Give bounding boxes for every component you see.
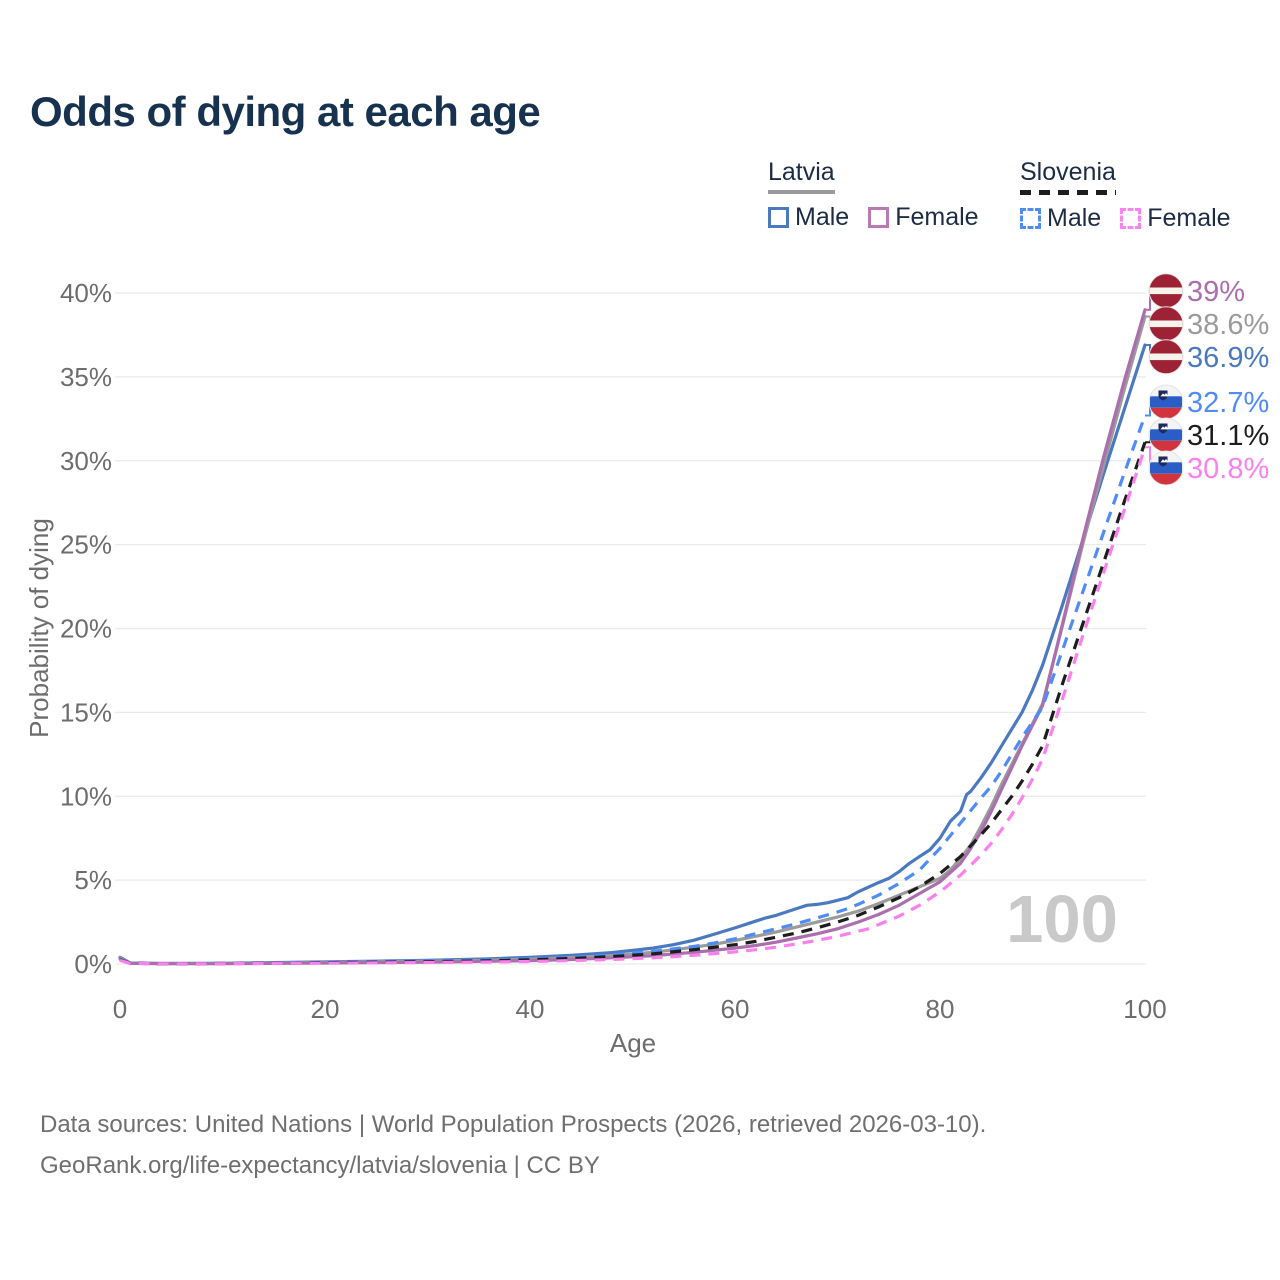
x-tick-label: 60 [721, 994, 750, 1024]
legend-entry-label: Male [795, 203, 850, 231]
chart-footer: Data sources: United Nations | World Pop… [40, 1104, 986, 1186]
end-value-label-slovenia-total: 31.1% [1187, 420, 1269, 452]
line-latvia-female[interactable] [118, 308, 1147, 966]
legend-entry-latvia-male[interactable]: Male [768, 203, 849, 232]
slovenia-male-swatch-icon [1020, 208, 1041, 229]
y-tick-label: 30% [60, 446, 112, 476]
latvia-flag-icon [1148, 339, 1184, 375]
legend-group-latvia: Latvia Male Female [768, 158, 998, 232]
legend-header-slovenia: Slovenia [1020, 158, 1116, 195]
legend-entry-slovenia-male[interactable]: Male [1020, 204, 1101, 233]
latvia-flag-icon [1148, 273, 1184, 309]
legend-entry-latvia-female[interactable]: Female [868, 203, 979, 232]
x-tick-label: 0 [113, 994, 127, 1024]
y-axis-title: Probability of dying [24, 518, 54, 738]
line-latvia-total[interactable] [118, 314, 1147, 966]
y-tick-label: 35% [60, 362, 112, 392]
end-value-label-latvia-male: 36.9% [1187, 342, 1269, 374]
slovenia-flag-icon [1148, 417, 1184, 453]
x-tick-label: 80 [926, 994, 955, 1024]
y-tick-label: 10% [60, 781, 112, 811]
end-value-label-slovenia-male: 32.7% [1187, 387, 1269, 419]
latvia-male-swatch-icon [768, 207, 789, 228]
y-tick-label: 0% [74, 949, 112, 979]
legend-header-slovenia-label: Slovenia [1020, 158, 1116, 186]
data-sources-text: Data sources: United Nations | World Pop… [40, 1111, 987, 1138]
slovenia-female-swatch-icon [1120, 208, 1142, 229]
y-tick-label: 40% [60, 278, 112, 308]
end-value-label-latvia-total: 38.6% [1187, 309, 1269, 341]
legend-entry-label: Female [895, 203, 979, 231]
y-tick-label: 25% [60, 530, 112, 560]
y-tick-label: 15% [60, 697, 112, 727]
end-value-label-slovenia-female: 30.8% [1187, 453, 1269, 485]
page-title: Odds of dying at each age [30, 88, 541, 135]
x-tick-label: 40 [516, 994, 545, 1024]
line-slovenia-female[interactable] [119, 446, 1147, 966]
attribution-text: GeoRank.org/life-expectancy/latvia/slove… [40, 1152, 600, 1179]
legend-group-slovenia: Slovenia Male Female [1020, 158, 1250, 233]
x-tick-label: 100 [1123, 994, 1166, 1024]
slovenia-line-style-swatch [1020, 190, 1116, 195]
legend-header-latvia: Latvia [768, 158, 835, 194]
latvia-female-swatch-icon [868, 207, 890, 228]
x-axis-title: Age [610, 1028, 656, 1058]
legend-entry-label: Male [1047, 204, 1102, 232]
line-slovenia-total[interactable] [119, 441, 1147, 966]
legend-entry-label: Female [1147, 204, 1231, 232]
slovenia-flag-icon [1148, 384, 1184, 420]
hovered-age-watermark: 100 [1006, 882, 1118, 957]
y-tick-label: 5% [74, 865, 112, 895]
legend-entry-slovenia-female[interactable]: Female [1120, 204, 1231, 233]
latvia-line-style-swatch [768, 190, 835, 194]
chart-canvas[interactable]: 100 0% 5% 10% 15% 20% 25% 30% 35% 40% 0 20 40 60 80 100… [0, 0, 1280, 1080]
x-tick-label: 20 [311, 994, 340, 1024]
line-latvia-male[interactable] [118, 343, 1147, 966]
end-value-label-latvia-female: 39% [1187, 276, 1245, 308]
y-tick-label: 20% [60, 614, 112, 644]
legend-header-latvia-label: Latvia [768, 158, 835, 186]
latvia-flag-icon [1148, 306, 1184, 342]
line-slovenia-male[interactable] [119, 414, 1147, 966]
slovenia-flag-icon [1148, 450, 1184, 486]
